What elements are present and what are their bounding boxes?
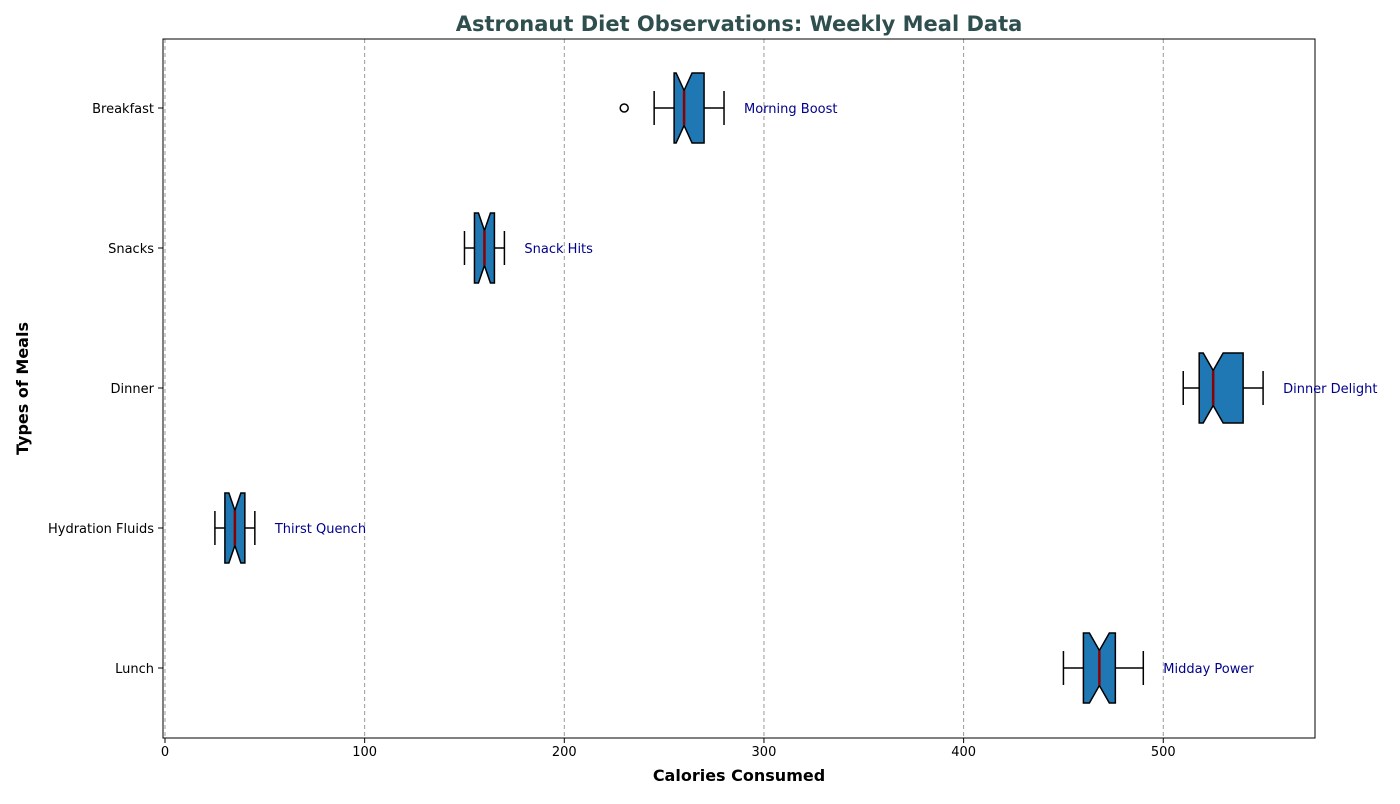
box-dinner	[1182, 352, 1264, 424]
x-tick-label: 200	[552, 745, 577, 760]
plot-frame	[162, 38, 1316, 739]
x-tick-label: 500	[1151, 745, 1176, 760]
box-snacks	[463, 212, 506, 284]
box-annotation: Dinner Delight	[1283, 382, 1377, 397]
x-axis-label: Calories Consumed	[653, 766, 825, 785]
outlier-point	[619, 103, 629, 113]
x-tick-label: 300	[752, 745, 777, 760]
x-tick-label: 100	[352, 745, 377, 760]
x-tick-label: 400	[951, 745, 976, 760]
box-annotation: Morning Boost	[744, 102, 837, 117]
x-axis-ticks: 0 100 200 300 400 500	[161, 738, 1176, 760]
box-annotation: Midday Power	[1163, 662, 1254, 677]
y-tick-label: Dinner	[111, 382, 155, 397]
y-tick-label: Lunch	[115, 662, 154, 677]
box-body	[673, 72, 705, 144]
box-breakfast	[619, 72, 725, 144]
chart-title: Astronaut Diet Observations: Weekly Meal…	[456, 12, 1023, 36]
y-tick-label: Snacks	[108, 242, 154, 257]
y-tick-label: Hydration Fluids	[48, 522, 154, 537]
y-tick-label: Breakfast	[92, 102, 154, 117]
box-body	[1198, 352, 1244, 424]
box-annotation: Thirst Quench	[274, 522, 366, 537]
box-layer	[214, 72, 1264, 704]
y-axis-label: Types of Meals	[13, 322, 32, 455]
grid-layer	[164, 39, 1164, 738]
box-lunch	[1062, 632, 1145, 704]
box-hydration-fluids	[214, 492, 256, 564]
annotation-layer: Midday Power Thirst Quench Dinner Delight S…	[274, 102, 1378, 677]
x-tick-label: 0	[161, 745, 169, 760]
box-annotation: Snack Hits	[524, 242, 593, 257]
y-axis-ticks: Lunch Hydration Fluids Dinner Snacks Breakfa…	[48, 102, 163, 677]
